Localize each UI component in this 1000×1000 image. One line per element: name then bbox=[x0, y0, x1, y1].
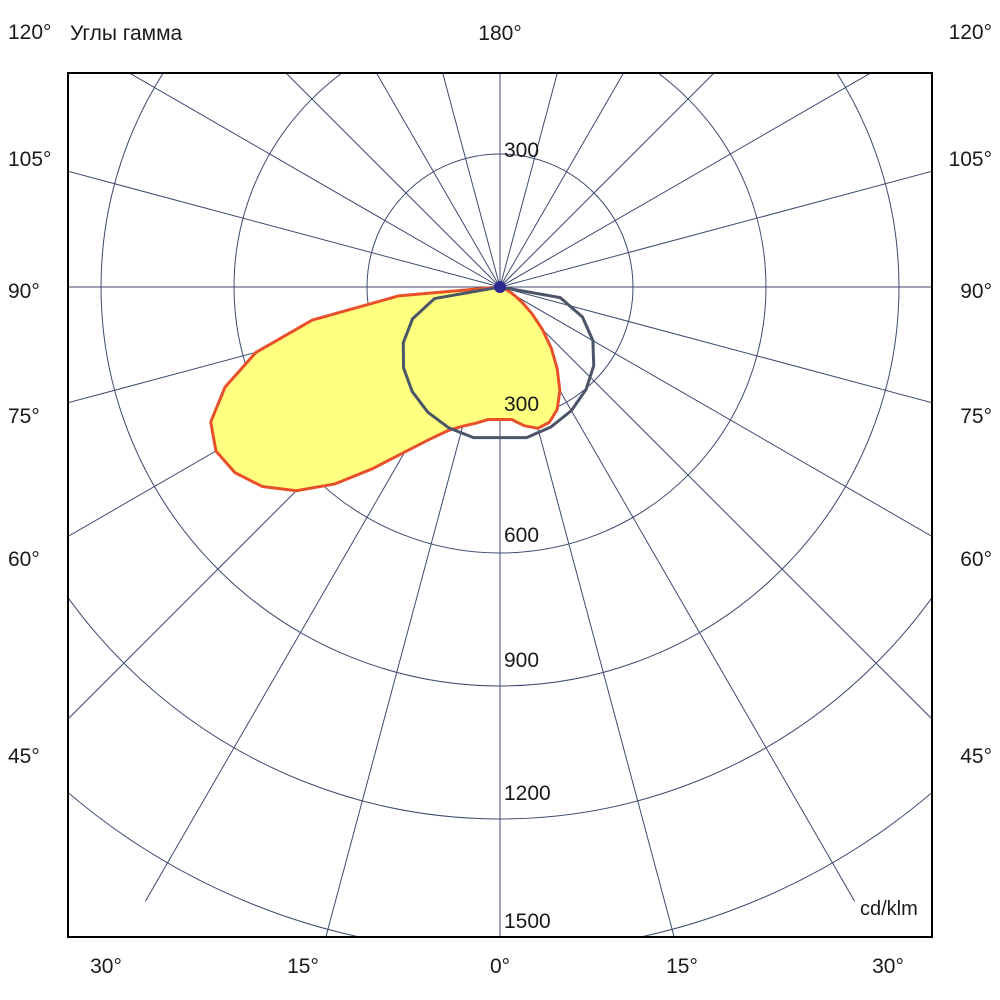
page-title: Углы гамма bbox=[70, 22, 183, 45]
axis-label-right-4: 60° bbox=[960, 548, 992, 571]
axis-label-left-4: 60° bbox=[8, 548, 40, 571]
axis-label-left-5: 45° bbox=[8, 745, 40, 768]
axis-label-right-3: 75° bbox=[960, 405, 992, 428]
axis-label-bottom-0: 30° bbox=[90, 955, 122, 978]
ring-label-1200-4: 1200 bbox=[504, 782, 551, 805]
ring-label-300-0: 300 bbox=[504, 139, 540, 162]
axis-label-left-2: 90° bbox=[8, 280, 40, 303]
axis-label-bottom-2: 0° bbox=[489, 955, 511, 978]
ring-label-600-2: 600 bbox=[504, 524, 540, 547]
ring-label-300-1: 300 bbox=[504, 393, 540, 416]
axis-label-left-1: 105° bbox=[8, 148, 52, 171]
axis-label-left-3: 75° bbox=[8, 405, 40, 428]
axis-label-bottom-1: 15° bbox=[287, 955, 319, 978]
axis-label-right-2: 90° bbox=[960, 280, 992, 303]
axis-label-right-5: 45° bbox=[960, 745, 992, 768]
axis-label-left-0: 120° bbox=[8, 21, 52, 44]
plot-frame bbox=[67, 72, 933, 938]
axis-label-right-1: 105° bbox=[948, 148, 992, 171]
axis-label-bottom-4: 30° bbox=[872, 955, 904, 978]
series-curves bbox=[209, 285, 596, 493]
axis-label-top-0: 180° bbox=[478, 22, 522, 45]
origin-marker bbox=[494, 281, 506, 293]
unit-label: cd/klm bbox=[860, 898, 918, 920]
axis-label-right-0: 120° bbox=[948, 21, 992, 44]
ring-label-1500-5: 1500 bbox=[504, 910, 551, 933]
ring-label-900-3: 900 bbox=[504, 649, 540, 672]
axis-label-bottom-3: 15° bbox=[666, 955, 698, 978]
